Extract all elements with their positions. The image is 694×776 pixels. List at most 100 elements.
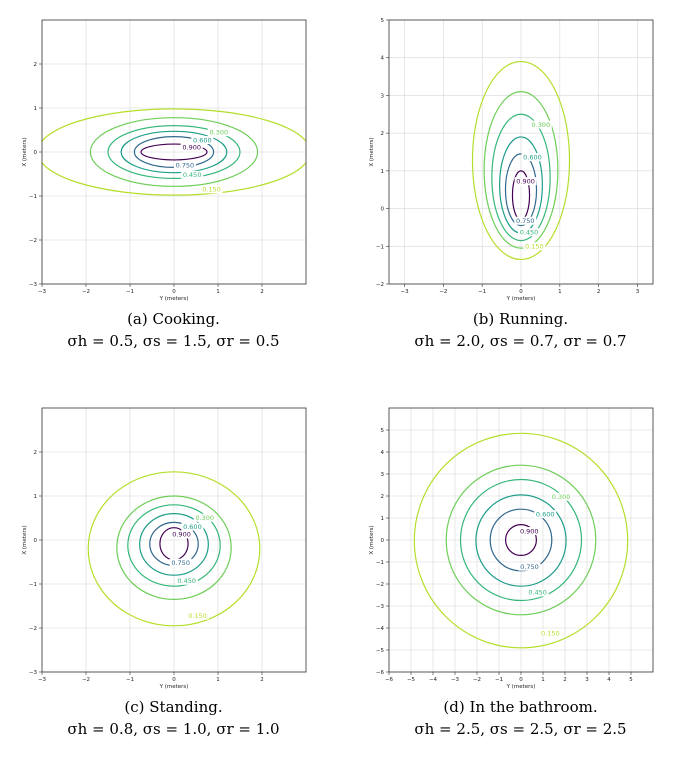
contour-label: 0.450 (183, 171, 202, 179)
y-tick-label: −5 (376, 648, 385, 654)
contour-label: 0.750 (516, 217, 535, 225)
y-axis-label: X (meters) (22, 137, 28, 166)
contour-label: 0.750 (520, 563, 539, 571)
contour-label-bg (173, 161, 196, 170)
contour-level-0.600 (139, 512, 209, 576)
y-tick-label: −2 (29, 626, 37, 632)
contour-label-bg (181, 522, 204, 531)
contour-label: 0.600 (193, 136, 212, 144)
y-tick-label: 1 (381, 516, 385, 522)
y-tick-label: −6 (376, 670, 385, 676)
contour-label: 0.900 (182, 144, 201, 152)
caption-title: (d) In the bathroom. (443, 698, 598, 716)
y-tick-label: 4 (381, 450, 385, 456)
y-tick-label: −3 (29, 670, 38, 676)
x-tick-label: −3 (400, 289, 409, 295)
contour-label-bg (514, 216, 537, 225)
contour-level-0.600 (475, 494, 567, 587)
contour-level-0.300 (89, 117, 259, 187)
contour-label-bg (526, 588, 549, 597)
x-tick-label: −3 (451, 677, 460, 683)
x-axis-label: Y (meters) (506, 684, 536, 690)
caption-running: (b) Running. σh = 2.0, σs = 0.7, σr = 0.… (347, 308, 694, 352)
x-tick-label: 0 (172, 677, 176, 683)
contour-label-bg (539, 629, 562, 638)
x-tick-label: −1 (495, 677, 503, 683)
x-tick-label: 2 (597, 289, 601, 295)
caption-params: σh = 0.5, σs = 1.5, σr = 0.5 (67, 332, 280, 350)
contour-label: 0.300 (210, 128, 229, 136)
contour-label-bg (518, 527, 541, 536)
contour-label-bg (534, 510, 557, 519)
y-tick-label: 2 (381, 131, 385, 137)
contour-label-bg (518, 228, 541, 237)
x-tick-label: −1 (126, 677, 134, 683)
contour-label-bg (175, 576, 198, 585)
contour-label-bg (169, 558, 192, 567)
x-tick-label: −3 (38, 289, 47, 295)
y-tick-label: −1 (376, 244, 384, 250)
x-axis-label: Y (meters) (159, 684, 189, 690)
contour-label-bg (200, 185, 223, 194)
contour-label-bg (193, 513, 216, 522)
x-tick-label: −3 (38, 677, 47, 683)
contour-label: 0.900 (516, 177, 535, 185)
y-tick-label: −3 (29, 282, 38, 288)
contour-label: 0.450 (177, 577, 196, 585)
x-axis-label: Y (meters) (506, 296, 536, 302)
x-tick-label: −1 (478, 289, 486, 295)
contour-label: 0.750 (171, 559, 190, 567)
y-tick-label: −3 (376, 604, 385, 610)
y-tick-label: 2 (381, 494, 385, 500)
caption-params: σh = 0.8, σs = 1.0, σr = 1.0 (67, 720, 280, 738)
x-tick-label: 2 (260, 289, 264, 295)
caption-title: (b) Running. (472, 310, 569, 328)
y-tick-label: 0 (381, 538, 385, 544)
contour-label: 0.450 (528, 589, 547, 597)
caption-params: σh = 2.0, σs = 0.7, σr = 0.7 (414, 332, 627, 350)
contour-plot-running: 0.150 0.300 0.450 0.600 0.750 0.900 −3 −2 −1 0 1 2 3… (369, 18, 654, 302)
x-tick-label: −2 (82, 289, 90, 295)
contour-level-0.150 (413, 432, 629, 649)
contour-level-0.150 (42, 108, 306, 196)
contour-label: 0.150 (525, 243, 544, 251)
contour-label: 0.600 (523, 153, 542, 161)
y-tick-label: 2 (34, 450, 38, 456)
x-tick-label: 3 (636, 289, 640, 295)
contour-level-0.450 (127, 504, 221, 587)
caption-title: (a) Cooking. (127, 310, 220, 328)
contour-level-0.600 (120, 130, 228, 174)
contour-label: 0.600 (536, 510, 555, 518)
caption-params: σh = 2.5, σs = 2.5, σr = 2.5 (414, 720, 627, 738)
contour-group (42, 108, 306, 196)
y-tick-label: −2 (29, 238, 37, 244)
contour-label-bg (207, 128, 230, 137)
contour-label: 0.900 (172, 531, 191, 539)
x-tick-label: 5 (629, 677, 633, 683)
caption-bathroom: (d) In the bathroom. σh = 2.5, σs = 2.5,… (347, 696, 694, 740)
y-tick-label: −2 (376, 282, 384, 288)
x-tick-label: 0 (172, 289, 176, 295)
y-tick-label: 1 (34, 494, 38, 500)
y-tick-label: −4 (376, 626, 385, 632)
x-tick-label: −2 (473, 677, 481, 683)
contour-label-bg (518, 562, 541, 571)
contour-level-0.300 (445, 464, 597, 616)
contour-label-bg (514, 177, 537, 186)
y-tick-label: 3 (381, 472, 385, 478)
contour-label-bg (550, 492, 573, 501)
contour-label-bg (523, 242, 546, 251)
contour-plot-cooking: 0.150 0.300 0.450 0.600 0.750 0.900 −3 −2 −1 0 1 2 −… (22, 19, 307, 302)
panel-running: 0.150 0.300 0.450 0.600 0.750 0.900 −3 −2 −1 0 1 2 3… (347, 0, 694, 388)
contour-label: 0.300 (531, 121, 550, 129)
contour-level-0.300 (483, 91, 559, 249)
contour-label: 0.300 (552, 493, 571, 501)
contour-level-0.750 (489, 508, 553, 572)
y-axis-label: X (meters) (369, 137, 375, 166)
y-tick-label: 3 (381, 93, 385, 99)
caption-title: (c) Standing. (124, 698, 223, 716)
contour-label: 0.750 (176, 162, 195, 170)
y-tick-label: 1 (34, 106, 38, 112)
contour-level-0.750 (504, 153, 538, 227)
contour-label-bg (186, 611, 209, 620)
